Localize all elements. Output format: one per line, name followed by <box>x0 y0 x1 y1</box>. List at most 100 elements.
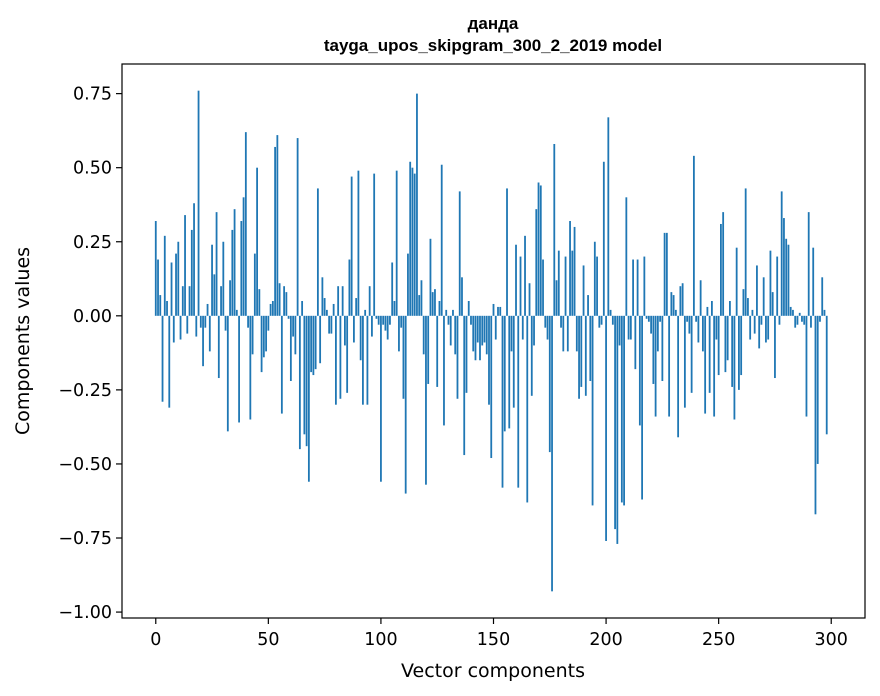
bar <box>753 315 756 334</box>
bar <box>422 315 425 355</box>
bar <box>222 241 225 316</box>
bar <box>296 138 299 316</box>
bar <box>774 315 776 379</box>
bar <box>641 315 644 500</box>
bar <box>470 315 472 325</box>
bar <box>276 135 279 316</box>
bar <box>283 286 286 316</box>
y-tick-label: 0.25 <box>73 233 112 253</box>
y-tick-label: 0.50 <box>73 159 112 179</box>
y-tick-label: −0.50 <box>58 455 112 475</box>
bar <box>285 292 288 316</box>
bar <box>235 309 238 316</box>
bar <box>566 315 569 352</box>
bar <box>224 315 227 331</box>
bar <box>172 315 175 343</box>
bar <box>638 315 641 426</box>
bar <box>366 315 369 405</box>
bar <box>686 315 689 322</box>
bar <box>206 303 209 316</box>
bar <box>515 244 517 316</box>
bar <box>767 315 770 340</box>
bar <box>449 315 452 346</box>
bar <box>731 315 734 387</box>
bar <box>661 315 664 381</box>
bar <box>163 235 166 316</box>
bar <box>474 315 477 361</box>
bar <box>582 265 585 316</box>
bar <box>765 315 767 343</box>
bar <box>258 289 261 316</box>
bar <box>665 232 668 316</box>
bar <box>231 229 234 316</box>
bar <box>564 256 567 316</box>
bar <box>431 292 434 316</box>
bar <box>557 250 560 316</box>
bar <box>690 315 693 393</box>
bar <box>170 262 173 316</box>
bar <box>749 315 752 340</box>
bar <box>400 315 403 328</box>
bar <box>217 315 220 379</box>
bar <box>314 315 317 370</box>
bar <box>411 167 414 316</box>
bar <box>780 191 783 316</box>
bar <box>544 315 547 328</box>
bar <box>262 315 265 358</box>
bar <box>328 315 331 334</box>
bar <box>481 315 484 346</box>
bar <box>375 315 378 319</box>
bar <box>249 315 252 420</box>
bar <box>794 315 797 328</box>
bar <box>823 309 826 316</box>
bar <box>334 315 337 405</box>
bar <box>699 280 702 316</box>
bar <box>393 301 396 316</box>
bar <box>756 265 758 316</box>
bar <box>708 315 711 393</box>
bar <box>758 315 761 349</box>
bar <box>202 315 204 367</box>
bar <box>188 286 191 316</box>
plot-frame <box>121 63 866 619</box>
bar <box>274 146 277 316</box>
bar <box>546 315 549 340</box>
bar <box>364 309 367 316</box>
bar <box>634 315 637 370</box>
bar <box>269 303 272 316</box>
bar <box>386 315 389 340</box>
x-tick-label: 200 <box>589 630 622 650</box>
bar <box>740 315 743 376</box>
bar <box>519 256 522 316</box>
bar <box>510 315 513 352</box>
bar <box>179 315 182 340</box>
bar <box>548 315 551 453</box>
bar <box>208 315 211 352</box>
bar <box>382 315 385 325</box>
bar <box>465 315 468 393</box>
bar <box>652 315 655 384</box>
bar <box>479 315 481 361</box>
bar <box>733 315 736 420</box>
bar <box>305 315 308 447</box>
bar <box>346 315 349 393</box>
bar <box>602 161 605 316</box>
bar <box>159 295 162 316</box>
bar <box>611 315 614 325</box>
bar <box>186 315 189 334</box>
bar <box>663 232 666 316</box>
bar <box>593 241 596 316</box>
bar <box>154 221 157 316</box>
bar <box>226 315 229 432</box>
bar <box>325 309 328 316</box>
bar <box>535 209 538 316</box>
bar <box>710 301 713 316</box>
bar <box>623 315 625 506</box>
y-tick-label: −0.25 <box>58 381 112 401</box>
bar <box>796 315 799 325</box>
bar <box>722 212 725 316</box>
bar <box>528 283 531 316</box>
bar <box>573 226 576 316</box>
bar <box>688 315 691 334</box>
bar <box>683 315 686 408</box>
